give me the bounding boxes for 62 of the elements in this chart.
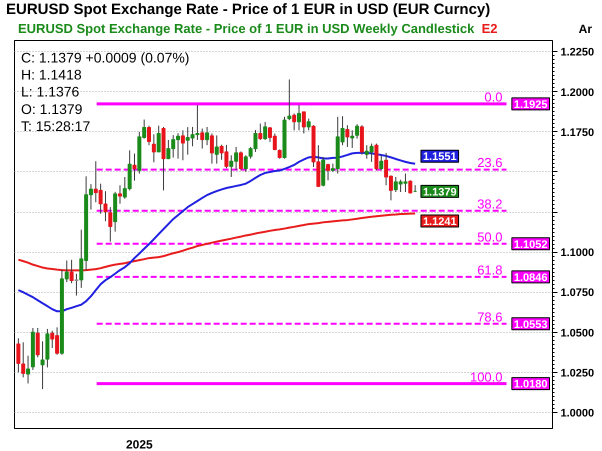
candlestick [74,273,78,296]
text: 38.2 [477,196,503,212]
text: 1.1379 [422,186,457,198]
y-tick-label: 1.1750 [560,126,594,139]
candlestick [326,163,330,181]
y-tick-label: 1.0000 [560,407,594,420]
text: 100.0 [470,369,503,384]
ref-line-label: 1.0846 [514,272,548,284]
ref-line-label: 1.1925 [514,98,548,111]
candlestick [152,134,156,163]
chart-subtitle: EURUSD Spot Exchange Rate - Price of 1 EUR in USD Weekly Candlestick [18,21,474,36]
candlestick [263,121,268,140]
candlestick [214,134,219,164]
y-axis-title: Ar [578,21,592,38]
data-label: 1.1241 [422,216,457,228]
text: 78.6 [477,309,503,324]
annotation: O: 1.1379 [20,100,83,117]
candlestick [147,125,152,146]
candlestick [292,112,296,131]
candlestick [258,123,262,140]
candlestick [408,180,412,194]
candlestick [26,355,30,384]
ref-line-label: 1.0180 [514,378,548,391]
candlestick [238,150,243,171]
y-tick-label: 1.2000 [560,86,594,99]
ref-line-label: 1.1052 [514,238,548,251]
candlestick [302,111,306,134]
text: 50.0 [477,229,503,244]
candlestick [278,149,282,160]
candlestick [156,125,161,152]
text: 61.8 [477,262,503,278]
candlestick [374,143,378,171]
y-tick-label: 1.2250 [560,46,594,59]
candlestick [287,78,292,121]
candlestick [108,206,112,242]
candlestick [200,128,204,150]
chart-title: EURUSD Spot Exchange Rate - Price of 1 EUR in USD (EUR Curncy) [5,0,490,20]
y-tick-label: 1.1000 [560,247,594,260]
text: E2 [482,21,498,36]
candlestick [36,327,40,358]
candlestick [210,132,214,164]
text: 0.0 [484,90,503,105]
candlestick [379,154,384,171]
data-label: 1.1551 [422,151,457,164]
x-tick-label: 2025 [126,438,154,451]
y-tick-label: 1.0500 [560,327,594,340]
y-tick-label: 1.0750 [560,287,594,300]
candlestick [118,184,122,204]
text: 23.6 [477,155,503,170]
candlestick [297,104,302,131]
candlestick [345,124,350,148]
annotation: L: 1.1376 [20,84,80,100]
candlestick [132,153,136,182]
annotation: H: 1.1418 [20,66,82,83]
annotation: T: 15:28:17 [20,118,90,134]
candlestick [205,126,210,146]
candlestick [40,340,45,390]
ref-line-label: 1.0553 [514,318,548,331]
candlestick [180,130,185,161]
y-tick-label: 1.0250 [560,367,594,380]
candlestick [306,118,311,131]
annotation: C: 1.1379 +0.0009 (0.07%) [20,50,190,66]
